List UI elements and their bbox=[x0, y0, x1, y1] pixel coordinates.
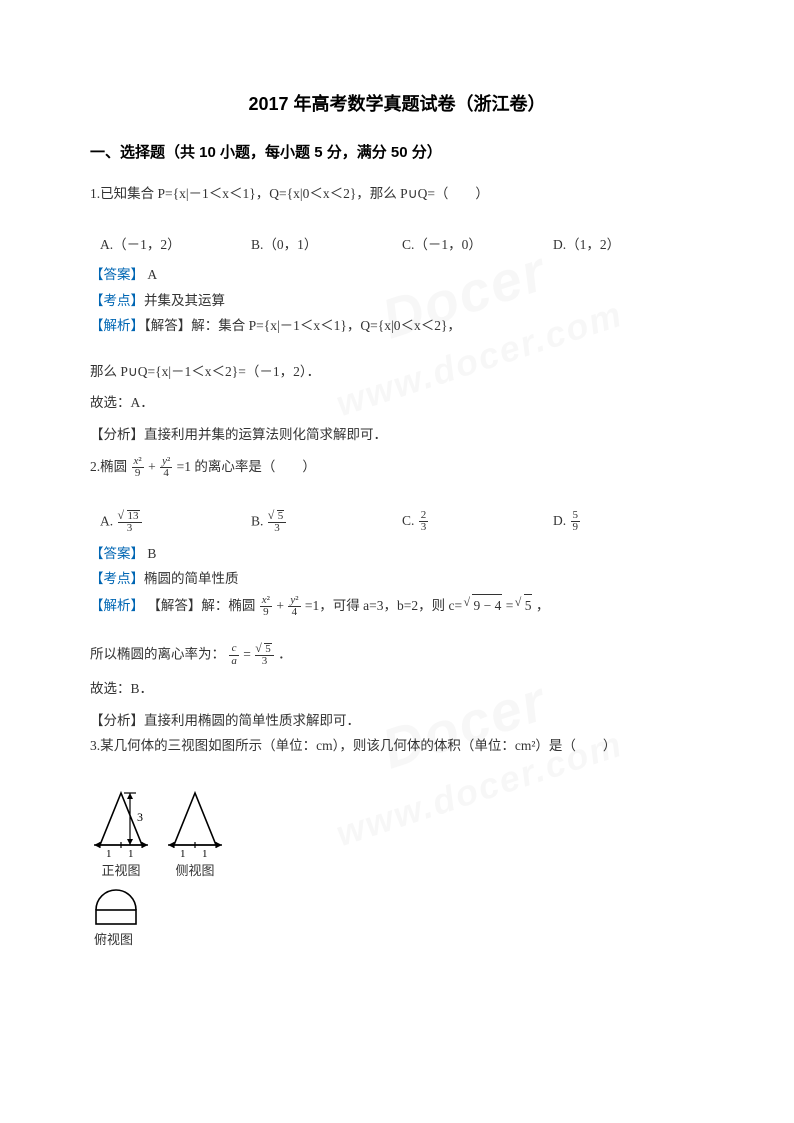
fig-side-label: 侧视图 bbox=[164, 861, 226, 882]
svg-text:3: 3 bbox=[137, 810, 143, 824]
q1-options: A.（－1，2） B.（0，1） C.（－1，0） D.（1，2） bbox=[90, 234, 704, 256]
parse-post: ， bbox=[536, 598, 550, 613]
parse-head: 【解答】解：集合 P={x|－1＜x＜1}，Q={x|0＜x＜2}， bbox=[144, 318, 461, 333]
answer-tag: 【答案】 bbox=[90, 267, 144, 282]
parse2-post: ． bbox=[278, 647, 292, 662]
q2-parse-4: 【分析】直接利用椭圆的简单性质求解即可． bbox=[90, 710, 704, 732]
q1-opt-c: C.（－1，0） bbox=[402, 234, 553, 256]
opt-b-label: B. bbox=[251, 513, 267, 528]
q2-answer: 【答案】 B bbox=[90, 543, 704, 565]
opt-d-label: D. bbox=[553, 513, 570, 528]
q2-opt-b: B. 53 bbox=[251, 510, 402, 535]
q2-parse-2: 所以椭圆的离心率为： ca = 53 ． bbox=[90, 643, 704, 668]
front-view-icon: 3 1 1 bbox=[90, 789, 152, 861]
point-tag: 【考点】 bbox=[90, 293, 144, 308]
parse-tag: 【解析】 bbox=[90, 598, 144, 613]
fig-side: 1 1 侧视图 bbox=[164, 789, 226, 882]
q1-answer: 【答案】 A bbox=[90, 264, 704, 286]
plus: + bbox=[276, 598, 287, 613]
q2-parse-3: 故选：B． bbox=[90, 678, 704, 700]
frac-y2-4: y²4 bbox=[160, 456, 172, 480]
plus: + bbox=[148, 459, 159, 474]
frac-x2-9: x²9 bbox=[132, 456, 144, 480]
q1-opt-a: A.（－1，2） bbox=[100, 234, 251, 256]
frac-y2-4-b: y²4 bbox=[288, 595, 300, 619]
fig-top: 俯视图 bbox=[90, 886, 704, 951]
q2-options: A. 133 B. 53 C. 23 D. 59 bbox=[90, 510, 704, 535]
opt-a-label: A. bbox=[100, 513, 117, 528]
fig-front: 3 1 1 正视图 bbox=[90, 789, 152, 882]
q1-opt-d: D.（1，2） bbox=[553, 234, 704, 256]
sqrt-9-4: 9 − 4 bbox=[465, 594, 502, 617]
svg-text:1: 1 bbox=[202, 848, 208, 860]
frac-c-a: ca bbox=[229, 643, 239, 667]
fig-top-label: 俯视图 bbox=[90, 930, 704, 951]
fig-front-label: 正视图 bbox=[90, 861, 152, 882]
q2-opt-c: C. 23 bbox=[402, 510, 553, 535]
answer-value: A bbox=[144, 267, 157, 282]
svg-text:1: 1 bbox=[106, 848, 112, 860]
q3-figures: 3 1 1 正视图 1 1 侧视图 俯视图 bbox=[90, 789, 704, 951]
sqrt-5: 5 bbox=[517, 594, 533, 617]
q2-parse: 【解析】 【解答】解：椭圆 x²9 + y²4 =1，可得 a=3，b=2，则 … bbox=[90, 594, 704, 619]
q2-opt-a: A. 133 bbox=[100, 510, 251, 535]
q3-stem: 3.某几何体的三视图如图所示（单位：cm），则该几何体的体积（单位：cm²）是（… bbox=[90, 735, 704, 757]
q2-stem-pre: 2.椭圆 bbox=[90, 459, 131, 474]
answer-tag: 【答案】 bbox=[90, 546, 144, 561]
svg-text:1: 1 bbox=[128, 848, 134, 860]
q2-stem-post: =1 的离心率是（ ） bbox=[177, 459, 316, 474]
opt-c-label: C. bbox=[402, 513, 418, 528]
point-tag: 【考点】 bbox=[90, 571, 144, 586]
q1-parse-4: 【分析】直接利用并集的运算法则化简求解即可． bbox=[90, 424, 704, 446]
svg-text:1: 1 bbox=[180, 848, 186, 860]
parse-pre: 【解答】解：椭圆 bbox=[147, 598, 258, 613]
frac-x2-9-b: x²9 bbox=[260, 595, 272, 619]
eq: = bbox=[243, 647, 254, 662]
parse-mid: =1，可得 a=3，b=2，则 c= bbox=[305, 598, 466, 613]
top-view-icon bbox=[90, 886, 142, 930]
q2-opt-d: D. 59 bbox=[553, 510, 704, 535]
frac-sqrt5-3: 53 bbox=[255, 643, 274, 668]
answer-value: B bbox=[144, 546, 156, 561]
q1-stem: 1.已知集合 P={x|－1＜x＜1}，Q={x|0＜x＜2}，那么 P∪Q=（… bbox=[90, 183, 704, 205]
side-view-icon: 1 1 bbox=[164, 789, 226, 861]
parse2-pre: 所以椭圆的离心率为： bbox=[90, 647, 228, 662]
q2-stem: 2.椭圆 x²9 + y²4 =1 的离心率是（ ） bbox=[90, 456, 704, 480]
point-value: 椭圆的简单性质 bbox=[144, 571, 239, 586]
section-heading: 一、选择题（共 10 小题，每小题 5 分，满分 50 分） bbox=[90, 141, 704, 165]
q1-parse: 【解析】【解答】解：集合 P={x|－1＜x＜1}，Q={x|0＜x＜2}， bbox=[90, 315, 704, 337]
q1-point: 【考点】并集及其运算 bbox=[90, 290, 704, 312]
q1-opt-b: B.（0，1） bbox=[251, 234, 402, 256]
point-value: 并集及其运算 bbox=[144, 293, 225, 308]
page-title: 2017 年高考数学真题试卷（浙江卷） bbox=[90, 90, 704, 119]
q1-parse-3: 故选：A． bbox=[90, 392, 704, 414]
q1-parse-2: 那么 P∪Q={x|－1＜x＜2}=（－1，2）． bbox=[90, 361, 704, 383]
q2-point: 【考点】椭圆的简单性质 bbox=[90, 568, 704, 590]
parse-tag: 【解析】 bbox=[90, 318, 144, 333]
